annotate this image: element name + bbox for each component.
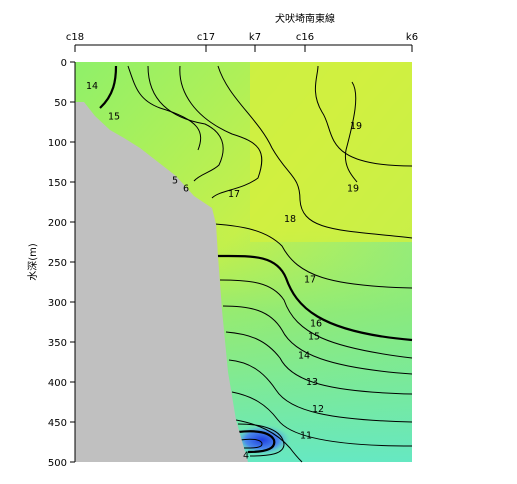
y-tick-label: 400 — [48, 378, 67, 389]
contour-line — [225, 331, 413, 395]
contour-line — [147, 65, 224, 182]
contour-line — [344, 81, 358, 183]
contour-line — [239, 438, 263, 449]
contour-line — [222, 305, 413, 375]
contour-label: 14 — [86, 81, 98, 92]
contour-label: 19 — [350, 121, 362, 132]
contour-label: 14 — [298, 351, 310, 362]
contour-line — [219, 279, 413, 359]
contour-line — [217, 65, 413, 239]
contour-line — [99, 65, 118, 109]
y-tick-label: 100 — [48, 138, 67, 149]
contour-label: 19 — [347, 183, 359, 194]
field-warm-band — [250, 62, 412, 242]
y-tick-label: 150 — [48, 178, 67, 189]
y-tick-label: 450 — [48, 418, 67, 429]
contour-line — [214, 223, 413, 289]
contour-label: 5 — [172, 175, 178, 186]
contour-label: 18 — [284, 214, 296, 225]
y-tick-label: 500 — [48, 458, 67, 469]
y-tick-label: 50 — [54, 98, 67, 109]
contour-label: 16 — [310, 319, 322, 330]
contour-line — [231, 391, 413, 447]
contour-line — [228, 359, 413, 423]
contour-line — [216, 254, 413, 342]
contour-line — [237, 423, 285, 457]
contour-line — [127, 65, 202, 151]
station-ticks: c18 c17 k7 c16 k6 — [66, 32, 418, 52]
contour-label: 12 — [312, 404, 324, 415]
contour-label: 4 — [243, 451, 249, 462]
contour-label: 15 — [108, 111, 120, 122]
y-axis-label: 水深(m) — [27, 243, 39, 281]
y-tick-label: 0 — [61, 58, 67, 69]
contour-label: 6 — [183, 183, 189, 194]
contour-line — [237, 430, 276, 454]
y-tick-label: 200 — [48, 218, 67, 229]
y-tick-label: 250 — [48, 258, 67, 269]
station-label: c18 — [66, 32, 84, 43]
contour-lines — [99, 65, 413, 463]
contour-line — [314, 65, 413, 167]
contour-label: 17 — [304, 275, 316, 286]
y-axis-ticks: 0 50 100 150 200 250 300 350 400 450 500 — [48, 58, 75, 469]
station-label: c16 — [296, 32, 314, 43]
y-tick-label: 300 — [48, 298, 67, 309]
contour-label: 11 — [300, 431, 312, 442]
contour-line — [179, 65, 263, 199]
contour-label: 13 — [306, 377, 318, 388]
seafloor-terrain — [75, 102, 248, 462]
station-label: c17 — [197, 32, 215, 43]
chart-title: 犬吠埼南東線 — [275, 12, 335, 25]
contour-label: 15 — [308, 331, 320, 342]
contour-label: 17 — [228, 189, 240, 200]
station-label: k7 — [249, 32, 261, 43]
y-tick-label: 350 — [48, 338, 67, 349]
station-label: k6 — [406, 32, 418, 43]
